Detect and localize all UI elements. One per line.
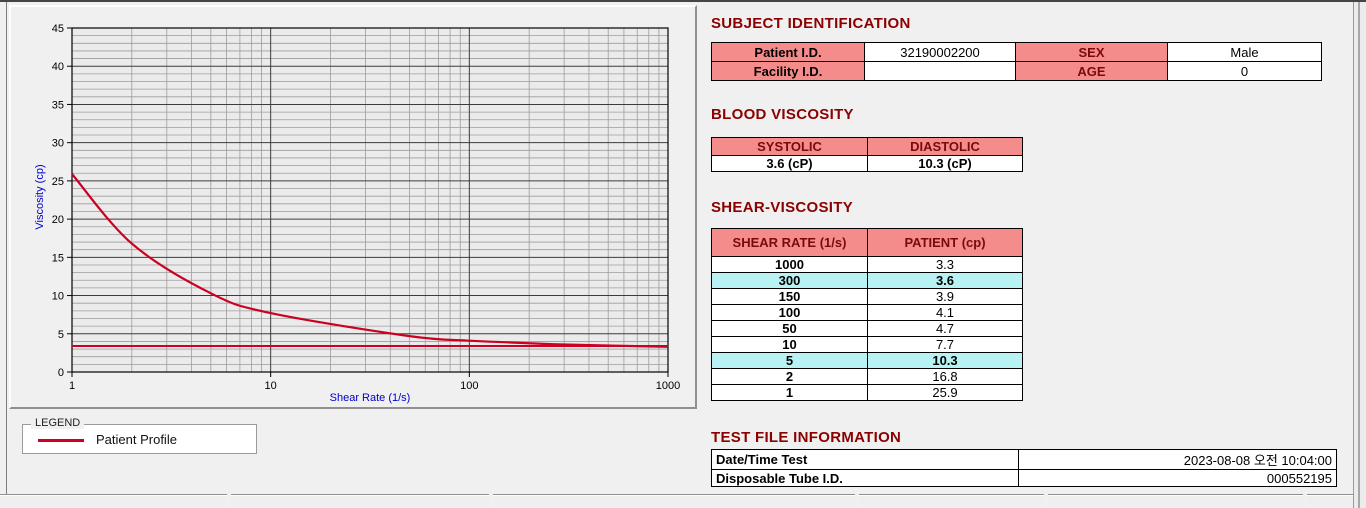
patient-cp-cell: 25.9 (867, 384, 1023, 401)
patient-cp-cell: 3.3 (867, 256, 1023, 273)
shear-viscosity-body: 1000 3.3 300 3.6 150 3.9 100 4.1 50 4.7 10 7.7 5 10.3… (711, 256, 1023, 401)
svg-text:45: 45 (52, 23, 64, 35)
shear-rate-header: SHEAR RATE (1/s) (711, 228, 868, 257)
facility-id-label: Facility I.D. (711, 61, 865, 81)
svg-text:100: 100 (460, 380, 478, 392)
systolic-header: SYSTOLIC (711, 137, 868, 156)
patient-cp-cell: 16.8 (867, 368, 1023, 385)
svg-text:1000: 1000 (656, 380, 680, 392)
shear-viscosity-title: SHEAR-VISCOSITY (711, 199, 854, 216)
table-row: Facility I.D. AGE 0 (711, 61, 1322, 81)
shear-row: 1000 3.3 (711, 256, 1023, 273)
svg-text:15: 15 (52, 252, 64, 264)
patient-profile-line-swatch (38, 439, 84, 442)
shear-row: 150 3.9 (711, 288, 1023, 305)
svg-text:25: 25 (52, 176, 64, 188)
x-axis-title: Shear Rate (1/s) (330, 392, 411, 404)
patient-cp-cell: 4.7 (867, 320, 1023, 337)
bottom-panel-fragment (1048, 494, 1303, 508)
subject-identification-title: SUBJECT IDENTIFICATION (711, 15, 911, 32)
viscosity-chart: 0 5 10 15 20 25 30 35 40 45 1 10 100 1000 Shear Rate (… (34, 23, 680, 404)
patient-id-label: Patient I.D. (711, 42, 865, 62)
shear-rate-cell: 1 (711, 384, 868, 401)
patient-cp-cell: 3.6 (867, 272, 1023, 289)
shear-rate-cell: 10 (711, 336, 868, 353)
svg-text:5: 5 (58, 329, 64, 341)
svg-text:0: 0 (58, 367, 64, 379)
bottom-panel-fragment (231, 494, 489, 508)
table-row: Disposable Tube I.D. 000552195 (711, 469, 1337, 487)
age-value: 0 (1167, 61, 1322, 81)
bottom-panel-fragment (493, 494, 855, 508)
sex-value: Male (1167, 42, 1322, 62)
legend-frame: LEGEND Patient Profile (22, 417, 257, 454)
svg-text:1: 1 (69, 380, 75, 392)
diastolic-value: 10.3 (cP) (867, 155, 1023, 172)
systolic-value: 3.6 (cP) (711, 155, 868, 172)
subject-identification-table: Patient I.D. 32190002200 SEX Male Facili… (711, 42, 1322, 81)
table-row: 3.6 (cP) 10.3 (cP) (711, 155, 1023, 172)
svg-text:10: 10 (265, 380, 277, 392)
viscosity-chart-panel: 0 5 10 15 20 25 30 35 40 45 1 10 100 1000 Shear Rate (… (9, 5, 697, 409)
disposable-tube-id-label: Disposable Tube I.D. (711, 469, 1019, 487)
disposable-tube-id-value: 000552195 (1018, 469, 1337, 487)
test-file-information-table: Date/Time Test 2023-08-08 오전 10:04:00 Di… (711, 449, 1337, 487)
shear-rate-cell: 300 (711, 272, 868, 289)
svg-text:40: 40 (52, 61, 64, 73)
age-label: AGE (1015, 61, 1168, 81)
svg-text:30: 30 (52, 138, 64, 150)
shear-row: 5 10.3 (711, 352, 1023, 369)
date-time-test-value: 2023-08-08 오전 10:04:00 (1018, 449, 1337, 470)
sex-label: SEX (1015, 42, 1168, 62)
shear-rate-cell: 50 (711, 320, 868, 337)
window-right-border-inner (1358, 2, 1360, 508)
facility-id-value (864, 61, 1016, 81)
legend-frame-label: LEGEND (31, 417, 85, 429)
window-right-border (1353, 2, 1366, 508)
patient-cp-cell: 4.1 (867, 304, 1023, 321)
patient-cp-cell: 10.3 (867, 352, 1023, 369)
patient-profile-curve (71, 173, 669, 348)
patient-cp-cell: 7.7 (867, 336, 1023, 353)
svg-text:10: 10 (52, 291, 64, 303)
patient-cp-cell: 3.9 (867, 288, 1023, 305)
y-axis-title: Viscosity (cp) (34, 164, 46, 229)
blood-viscosity-table: SYSTOLIC DIASTOLIC 3.6 (cP) 10.3 (cP) (711, 137, 1023, 172)
table-row: SYSTOLIC DIASTOLIC (711, 137, 1023, 156)
table-row: Date/Time Test 2023-08-08 오전 10:04:00 (711, 449, 1337, 470)
bottom-panel-fragment (1307, 494, 1353, 508)
blood-viscosity-title: BLOOD VISCOSITY (711, 106, 854, 123)
svg-text:20: 20 (52, 214, 64, 226)
table-row: Patient I.D. 32190002200 SEX Male (711, 42, 1322, 62)
shear-row: 100 4.1 (711, 304, 1023, 321)
shear-row: 300 3.6 (711, 272, 1023, 289)
bottom-panel-fragment (859, 494, 1044, 508)
shear-rate-cell: 5 (711, 352, 868, 369)
shear-rate-cell: 1000 (711, 256, 868, 273)
test-file-information-title: TEST FILE INFORMATION (711, 429, 902, 446)
shear-row: 50 4.7 (711, 320, 1023, 337)
shear-row: 10 7.7 (711, 336, 1023, 353)
window-left-border (6, 2, 7, 508)
date-time-test-label: Date/Time Test (711, 449, 1019, 470)
patient-id-value: 32190002200 (864, 42, 1016, 62)
bottom-panel-fragment (0, 494, 227, 508)
table-row: SHEAR RATE (1/s) PATIENT (cp) (711, 228, 1023, 257)
patient-cp-header: PATIENT (cp) (867, 228, 1023, 257)
shear-rate-cell: 100 (711, 304, 868, 321)
shear-rate-cell: 2 (711, 368, 868, 385)
patient-profile-legend-label: Patient Profile (96, 432, 177, 447)
shear-rate-cell: 150 (711, 288, 868, 305)
shear-viscosity-table: SHEAR RATE (1/s) PATIENT (cp) 1000 3.3 300… (711, 228, 1023, 401)
diastolic-header: DIASTOLIC (867, 137, 1023, 156)
shear-row: 1 25.9 (711, 384, 1023, 401)
svg-text:35: 35 (52, 99, 64, 111)
shear-row: 2 16.8 (711, 368, 1023, 385)
window-top-border (0, 0, 1366, 2)
